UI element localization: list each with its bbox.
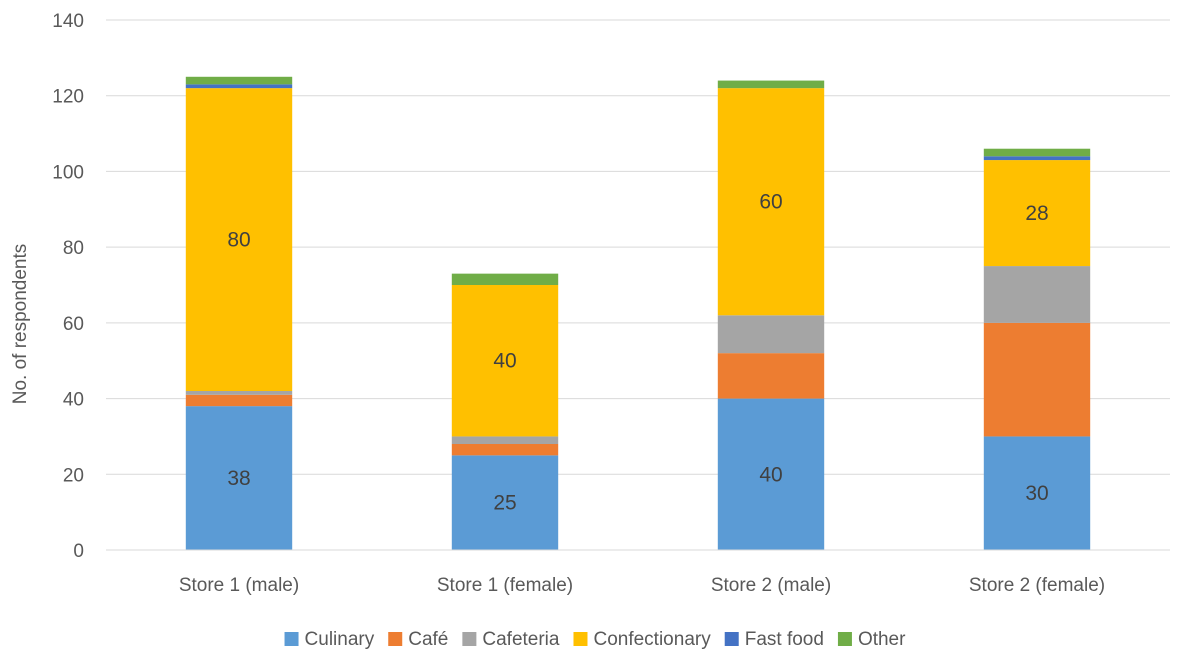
bar-segment-culinary [185,406,293,550]
legend-label: Café [408,629,448,650]
bar-segment-cafeteria [451,436,559,444]
bar-segment-caf- [185,394,293,407]
legend-item: Other [837,629,906,650]
y-tick-label: 140 [52,11,84,32]
legend-swatch [462,632,477,646]
y-tick-label: 80 [63,238,84,259]
data-label: 28 [1025,202,1048,225]
y-tick-label: 120 [52,87,84,108]
x-axis-categories: Store 1 (male) Store 1 (female) Store 2 (m… [179,575,1105,596]
legend-swatch [837,632,852,646]
bar-segment-cafeteria [717,315,825,354]
legend-item: Cafeteria [462,629,560,650]
y-tick-label: 20 [63,465,84,486]
bar-segment-confectionary [717,88,825,316]
x-category-label: Store 2 (male) [711,575,831,596]
bar-segment-caf- [717,353,825,399]
legend-swatch [724,632,739,646]
data-label: 38 [227,467,250,490]
bar-segment-cafeteria [185,391,293,395]
legend-label: Cafeteria [482,629,560,650]
y-axis-title: No. of respondents [10,244,31,405]
legend-item: Fast food [724,629,824,650]
legend: Culinary Café Cafeteria Confectionary Fast f… [284,629,906,650]
bar-segment-other [451,273,559,285]
legend-label: Culinary [305,629,375,650]
legend-item: Culinary [284,629,375,650]
legend-label: Fast food [745,629,824,650]
bar-segment-confectionary [983,160,1091,267]
bar-segment-culinary [983,436,1091,550]
legend-item: Confectionary [573,629,711,650]
x-category-label: Store 1 (female) [437,575,573,596]
bar-segment-caf- [983,322,1091,437]
bar-segment-other [717,80,825,89]
bar-segment-culinary [451,455,559,550]
bar-segment-other [185,76,293,85]
x-category-label: Store 1 (male) [179,575,299,596]
y-tick-label: 0 [73,541,84,562]
bar-segment-fast-food [185,84,293,89]
data-label: 30 [1025,482,1048,505]
data-label: 40 [493,350,516,373]
legend-label: Confectionary [593,629,711,650]
bar-segment-confectionary [185,88,293,392]
bar-segment-confectionary [451,285,559,437]
legend-swatch [573,632,588,646]
bar-segment-caf- [451,444,559,456]
data-label: 25 [493,492,516,515]
legend-label: Other [858,629,906,650]
y-tick-label: 100 [52,162,84,183]
legend-swatch [284,632,299,646]
y-tick-label: 40 [63,390,84,411]
bar-segment-other [983,148,1091,157]
data-labels: 38 80 25 40 40 60 30 28 [227,191,1048,515]
bar-segment-fast-food [983,156,1091,161]
legend-item: Café [388,629,448,650]
data-label: 40 [759,463,782,486]
y-axis-ticks: 0 20 40 60 80 100 120 140 [52,11,84,562]
data-label: 60 [759,191,782,214]
data-label: 80 [227,229,250,252]
x-category-label: Store 2 (female) [969,575,1105,596]
bar-segment-culinary [717,398,825,550]
bar-segment-cafeteria [983,266,1091,323]
y-tick-label: 60 [63,314,84,335]
legend-swatch [388,632,403,646]
bars [185,76,1091,550]
